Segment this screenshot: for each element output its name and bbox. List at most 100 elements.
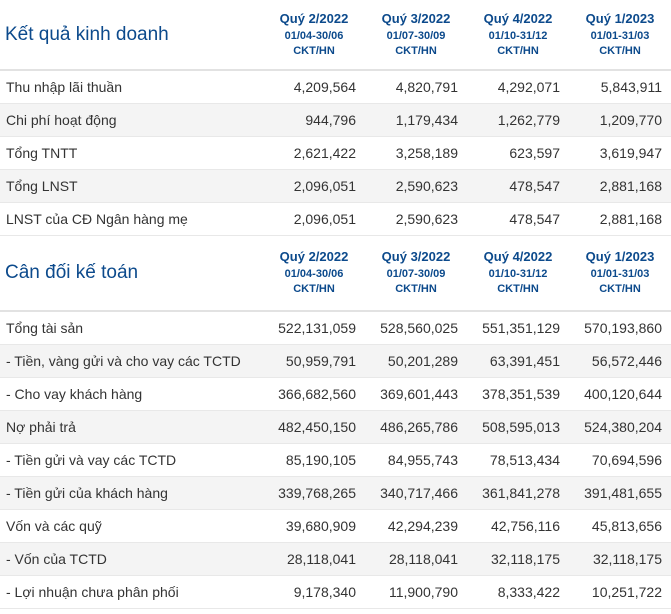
table-row: Vốn và các quỹ 39,680,909 42,294,239 42,… xyxy=(0,509,671,543)
cell-value: 1,179,434 xyxy=(365,103,467,137)
cell-value: 84,955,743 xyxy=(365,443,467,477)
quarter-header-q3-2022: Quý 3/2022 01/07-30/09 CKT/HN xyxy=(365,235,467,312)
cell-value: 400,120,644 xyxy=(569,377,671,411)
cell-value: 3,258,189 xyxy=(365,136,467,170)
cell-value: 478,547 xyxy=(467,202,569,236)
table-row: - Tiền gửi của khách hàng 339,768,265 34… xyxy=(0,476,671,510)
row-label: - Vốn của TCTD xyxy=(0,542,263,576)
quarter-name: Quý 3/2022 xyxy=(381,10,451,26)
cell-value: 551,351,129 xyxy=(467,311,569,345)
cell-value: 2,621,422 xyxy=(263,136,365,170)
quarter-header-q3-2022: Quý 3/2022 01/07-30/09 CKT/HN xyxy=(365,0,467,71)
quarter-range: 01/10-31/12 xyxy=(488,29,548,42)
table-row: - Cho vay khách hàng 366,682,560 369,601… xyxy=(0,377,671,411)
cell-value: 369,601,443 xyxy=(365,377,467,411)
business-results-section: Kết quả kinh doanh Quý 2/2022 01/04-30/0… xyxy=(0,0,671,71)
quarter-unit: CKT/HN xyxy=(497,283,539,295)
business-results-header: Kết quả kinh doanh Quý 2/2022 01/04-30/0… xyxy=(0,0,671,71)
table-row: Thu nhập lãi thuần 4,209,564 4,820,791 4… xyxy=(0,70,671,104)
cell-value: 2,590,623 xyxy=(365,202,467,236)
quarter-unit: CKT/HN xyxy=(599,283,641,295)
cell-value: 2,096,051 xyxy=(263,169,365,203)
cell-value: 478,547 xyxy=(467,169,569,203)
table-row: Tổng tài sản 522,131,059 528,560,025 551… xyxy=(0,311,671,345)
quarter-unit: CKT/HN xyxy=(395,283,437,295)
cell-value: 4,820,791 xyxy=(365,70,467,104)
quarter-header-q4-2022: Quý 4/2022 01/10-31/12 CKT/HN xyxy=(467,235,569,312)
table-row: - Lợi nhuận chưa phân phối 9,178,340 11,… xyxy=(0,575,671,609)
cell-value: 1,262,779 xyxy=(467,103,569,137)
cell-value: 9,178,340 xyxy=(263,575,365,609)
cell-value: 339,768,265 xyxy=(263,476,365,510)
cell-value: 39,680,909 xyxy=(263,509,365,543)
quarter-range: 01/01-31/03 xyxy=(590,29,650,42)
table-row: - Tiền gửi và vay các TCTD 85,190,105 84… xyxy=(0,443,671,477)
quarter-header-q2-2022: Quý 2/2022 01/04-30/06 CKT/HN xyxy=(263,235,365,312)
balance-sheet-section: Cân đối kế toán Quý 2/2022 01/04-30/06 C… xyxy=(0,235,671,312)
cell-value: 56,572,446 xyxy=(569,344,671,378)
row-label: - Tiền gửi của khách hàng xyxy=(0,476,263,510)
cell-value: 944,796 xyxy=(263,103,365,137)
cell-value: 50,959,791 xyxy=(263,344,365,378)
quarter-range: 01/07-30/09 xyxy=(386,268,446,280)
cell-value: 45,813,656 xyxy=(569,509,671,543)
cell-value: 2,881,168 xyxy=(569,169,671,203)
table-row: - Vốn của TCTD 28,118,041 28,118,041 32,… xyxy=(0,542,671,576)
row-label: Tổng TNTT xyxy=(0,136,263,170)
cell-value: 482,450,150 xyxy=(263,410,365,444)
cell-value: 42,756,116 xyxy=(467,509,569,543)
quarter-unit: CKT/HN xyxy=(293,44,335,57)
table-row: Chi phí hoạt động 944,796 1,179,434 1,26… xyxy=(0,103,671,137)
cell-value: 8,333,422 xyxy=(467,575,569,609)
cell-value: 11,900,790 xyxy=(365,575,467,609)
cell-value: 2,590,623 xyxy=(365,169,467,203)
quarter-name: Quý 4/2022 xyxy=(483,10,553,26)
cell-value: 10,251,722 xyxy=(569,575,671,609)
row-label: Nợ phải trả xyxy=(0,410,263,444)
balance-sheet-rows: Tổng tài sản 522,131,059 528,560,025 551… xyxy=(0,311,671,609)
table-row: LNST của CĐ Ngân hàng mẹ 2,096,051 2,590… xyxy=(0,202,671,236)
quarter-unit: CKT/HN xyxy=(395,44,437,57)
cell-value: 366,682,560 xyxy=(263,377,365,411)
business-results-rows: Thu nhập lãi thuần 4,209,564 4,820,791 4… xyxy=(0,70,671,236)
cell-value: 4,209,564 xyxy=(263,70,365,104)
section-title-balance-sheet: Cân đối kế toán xyxy=(0,235,263,312)
cell-value: 570,193,860 xyxy=(569,311,671,345)
cell-value: 50,201,289 xyxy=(365,344,467,378)
cell-value: 486,265,786 xyxy=(365,410,467,444)
quarter-header-q1-2023: Quý 1/2023 01/01-31/03 CKT/HN xyxy=(569,0,671,71)
row-label: - Tiền gửi và vay các TCTD xyxy=(0,443,263,477)
table-row: Nợ phải trả 482,450,150 486,265,786 508,… xyxy=(0,410,671,444)
cell-value: 522,131,059 xyxy=(263,311,365,345)
cell-value: 1,209,770 xyxy=(569,103,671,137)
cell-value: 528,560,025 xyxy=(365,311,467,345)
row-label: - Cho vay khách hàng xyxy=(0,377,263,411)
row-label: Chi phí hoạt động xyxy=(0,103,263,137)
quarter-header-q4-2022: Quý 4/2022 01/10-31/12 CKT/HN xyxy=(467,0,569,71)
cell-value: 623,597 xyxy=(467,136,569,170)
quarter-name: Quý 3/2022 xyxy=(381,249,451,264)
cell-value: 85,190,105 xyxy=(263,443,365,477)
quarter-header-q1-2023: Quý 1/2023 01/01-31/03 CKT/HN xyxy=(569,235,671,312)
quarter-unit: CKT/HN xyxy=(497,44,539,57)
quarter-name: Quý 2/2022 xyxy=(279,249,349,264)
cell-value: 32,118,175 xyxy=(569,542,671,576)
quarter-range: 01/10-31/12 xyxy=(488,268,548,280)
balance-sheet-header: Cân đối kế toán Quý 2/2022 01/04-30/06 C… xyxy=(0,235,671,312)
cell-value: 28,118,041 xyxy=(365,542,467,576)
quarter-name: Quý 1/2023 xyxy=(585,10,655,26)
cell-value: 361,841,278 xyxy=(467,476,569,510)
cell-value: 391,481,655 xyxy=(569,476,671,510)
cell-value: 2,096,051 xyxy=(263,202,365,236)
cell-value: 524,380,204 xyxy=(569,410,671,444)
row-label: - Tiền, vàng gửi và cho vay các TCTD xyxy=(0,344,263,378)
cell-value: 378,351,539 xyxy=(467,377,569,411)
table-row: Tổng TNTT 2,621,422 3,258,189 623,597 3,… xyxy=(0,136,671,170)
quarter-range: 01/04-30/06 xyxy=(284,29,344,42)
cell-value: 5,843,911 xyxy=(569,70,671,104)
quarter-unit: CKT/HN xyxy=(293,283,335,295)
quarter-name: Quý 1/2023 xyxy=(585,249,655,264)
quarter-name: Quý 2/2022 xyxy=(279,10,349,26)
row-label: - Lợi nhuận chưa phân phối xyxy=(0,575,263,609)
